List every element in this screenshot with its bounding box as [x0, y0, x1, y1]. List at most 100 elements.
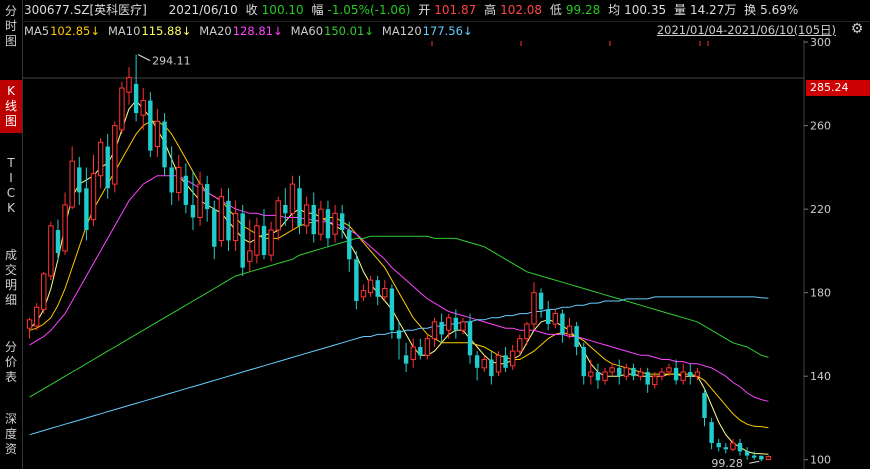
candle: [247, 219, 253, 272]
candle: [289, 175, 296, 231]
candle: [552, 309, 559, 329]
candle: [311, 192, 316, 243]
candle: [112, 121, 118, 193]
max-price-label: 294.11: [152, 55, 191, 68]
turnover-value: 5.69%: [760, 3, 799, 17]
date-range-link[interactable]: 2021/01/04-2021/06/10(105日): [656, 23, 836, 37]
candle: [495, 351, 502, 377]
change-label: 幅: [311, 3, 324, 17]
candle: [531, 282, 537, 331]
candle: [765, 455, 772, 461]
ma-lines: [29, 99, 769, 455]
candle: [69, 146, 75, 210]
side-tab-4[interactable]: 分价表: [0, 336, 22, 389]
turnover-label: 换: [744, 3, 757, 17]
candle: [190, 171, 196, 231]
candle: [702, 388, 707, 427]
candle: [737, 438, 743, 456]
candle: [318, 200, 324, 241]
y-tick-label: 180: [810, 287, 831, 300]
candle: [197, 171, 203, 226]
candle: [424, 334, 431, 360]
y-tick-label: 260: [810, 120, 831, 133]
candle: [652, 372, 658, 389]
side-tab-3[interactable]: 成交明细: [0, 244, 22, 312]
candle: [431, 317, 438, 347]
side-tab-0[interactable]: 分时图: [0, 0, 22, 53]
ma-line-ma5: [29, 99, 769, 455]
side-tab-5[interactable]: 深度资: [0, 408, 22, 461]
candle: [325, 200, 331, 247]
candle: [62, 192, 68, 256]
y-tick-label: 100: [810, 454, 831, 467]
candle: [517, 334, 523, 356]
candle: [232, 200, 239, 251]
candle: [55, 219, 61, 262]
candle: [489, 351, 494, 385]
candle: [688, 363, 693, 385]
candle: [566, 317, 573, 339]
candle: [581, 342, 586, 385]
ma-label: MA20: [199, 24, 232, 38]
candle: [389, 284, 395, 339]
gear-icon[interactable]: ⚙: [850, 21, 864, 37]
candle: [48, 221, 54, 281]
side-tab-label: 分价表: [4, 340, 17, 384]
min-price-label: 99.28: [711, 457, 743, 469]
avg-value: 100.35: [624, 3, 667, 17]
ma-value: 177.56↓: [422, 24, 473, 38]
price-axis: 300 260 220 180 140 100: [804, 36, 831, 467]
stock-code: 300677.SZ[英科医疗]: [24, 3, 147, 17]
current-price-tag: 285.24: [806, 80, 870, 96]
candle: [481, 355, 487, 373]
candle: [730, 438, 736, 452]
candle: [759, 455, 764, 462]
candle: [752, 451, 757, 460]
candle: [90, 154, 97, 226]
candle: [154, 108, 161, 157]
candle: [609, 363, 615, 377]
change-value: -1.05%(-1.06): [327, 3, 411, 17]
candle: [347, 221, 352, 272]
candle: [467, 313, 473, 364]
ma-label: MA5: [24, 24, 50, 38]
ma-label: MA120: [381, 24, 422, 38]
volume-label: 量: [673, 3, 686, 17]
candle: [680, 363, 686, 385]
candle: [617, 359, 622, 385]
close-value: 100.10: [261, 3, 304, 17]
candle: [375, 275, 380, 306]
open-value: 101.87: [434, 3, 477, 17]
candle: [446, 313, 452, 339]
candle: [261, 209, 267, 260]
candle: [126, 67, 132, 105]
y-tick-label: 220: [810, 203, 831, 216]
candle: [240, 204, 245, 276]
ma-value: 150.01↓: [324, 24, 374, 38]
candle: [162, 113, 167, 176]
candle: [637, 367, 644, 381]
candle: [403, 342, 409, 373]
candle: [744, 447, 750, 460]
candle: [645, 367, 650, 393]
ma-line-ma10: [29, 120, 769, 429]
candle: [723, 443, 729, 454]
candle: [268, 221, 274, 262]
candle: [588, 359, 594, 385]
candle: [218, 188, 225, 247]
ma-value: 128.81↓: [232, 24, 283, 38]
candle: [666, 363, 672, 377]
candle: [275, 196, 281, 241]
close-label: 收: [245, 3, 258, 17]
candle: [538, 288, 544, 318]
side-tab-label: 分时图: [4, 4, 17, 48]
candle: [41, 271, 47, 314]
y-tick-label: 140: [810, 370, 831, 383]
candle: [204, 175, 210, 222]
ma-legend: MA5102.85↓ MA10115.88↓ MA20128.81↓ MA60150.…: [24, 21, 870, 40]
side-tab-label: 成交明细: [4, 248, 17, 307]
